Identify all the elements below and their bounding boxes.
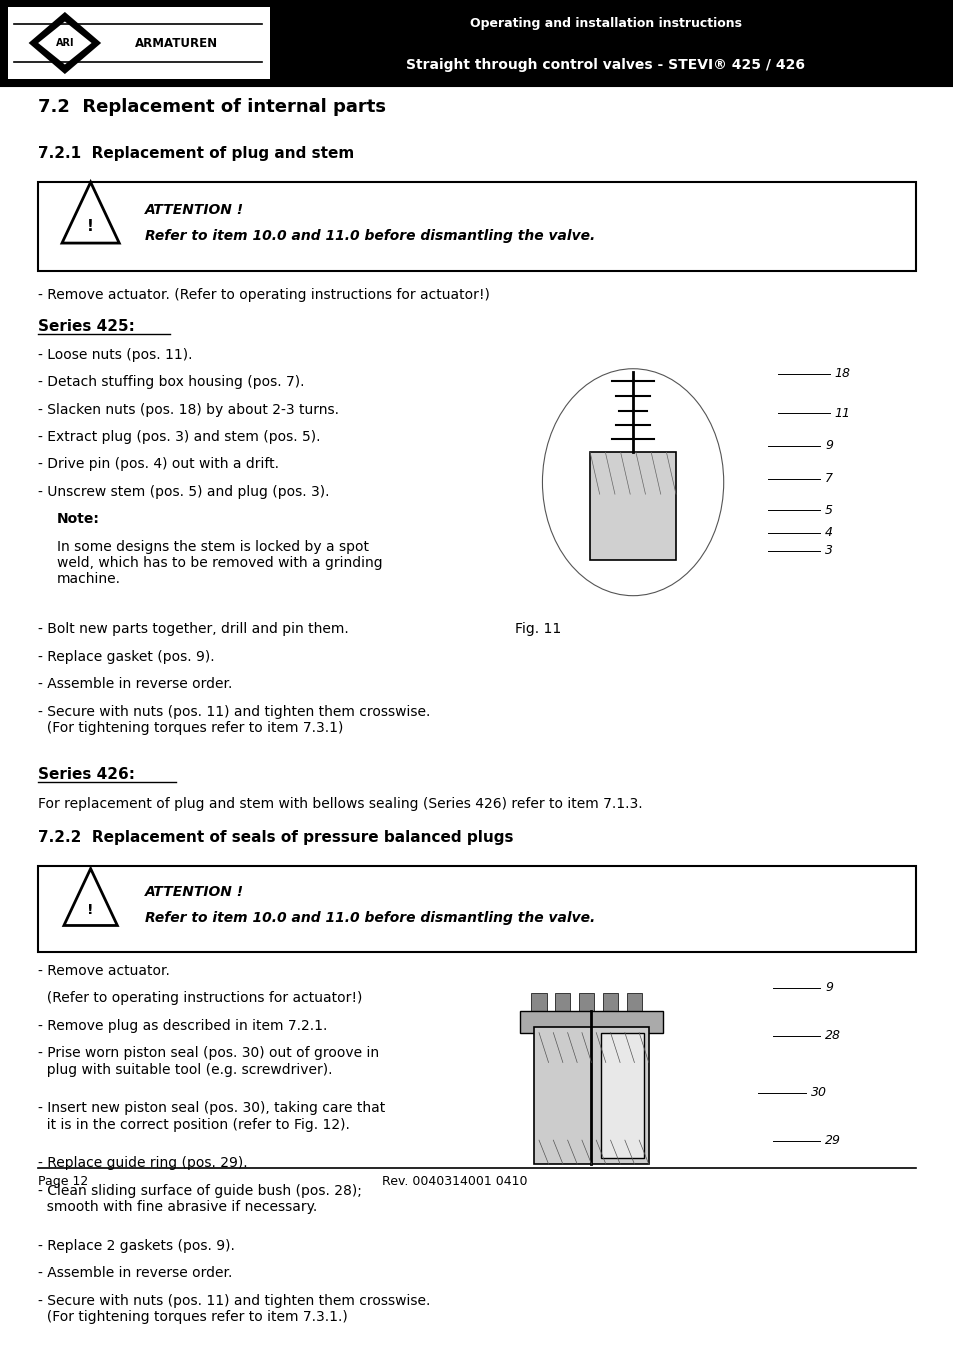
- Text: - Replace gasket (pos. 9).: - Replace gasket (pos. 9).: [38, 650, 214, 663]
- Text: - Replace 2 gaskets (pos. 9).: - Replace 2 gaskets (pos. 9).: [38, 1239, 234, 1252]
- Polygon shape: [29, 12, 101, 74]
- Text: Series 426:: Series 426:: [38, 767, 135, 782]
- FancyBboxPatch shape: [38, 181, 915, 272]
- Text: 7: 7: [824, 473, 832, 485]
- Text: ARMATUREN: ARMATUREN: [134, 36, 218, 50]
- Text: Operating and installation instructions: Operating and installation instructions: [469, 16, 741, 30]
- Text: Note:: Note:: [57, 512, 100, 527]
- Text: - Unscrew stem (pos. 5) and plug (pos. 3).: - Unscrew stem (pos. 5) and plug (pos. 3…: [38, 485, 330, 499]
- FancyBboxPatch shape: [8, 7, 270, 78]
- Text: - Remove actuator. (Refer to operating instructions for actuator!): - Remove actuator. (Refer to operating i…: [38, 288, 490, 301]
- FancyBboxPatch shape: [600, 1032, 643, 1158]
- FancyBboxPatch shape: [519, 1011, 662, 1032]
- FancyBboxPatch shape: [602, 993, 618, 1015]
- Text: !: !: [88, 904, 93, 917]
- Text: (Refer to operating instructions for actuator!): (Refer to operating instructions for act…: [38, 992, 362, 1005]
- Text: 18: 18: [834, 367, 850, 381]
- Text: Refer to item 10.0 and 11.0 before dismantling the valve.: Refer to item 10.0 and 11.0 before disma…: [145, 230, 595, 243]
- Text: 7.2.2  Replacement of seals of pressure balanced plugs: 7.2.2 Replacement of seals of pressure b…: [38, 830, 513, 846]
- FancyBboxPatch shape: [534, 1027, 648, 1165]
- Text: 7.2.1  Replacement of plug and stem: 7.2.1 Replacement of plug and stem: [38, 146, 354, 161]
- FancyBboxPatch shape: [578, 993, 594, 1015]
- Text: ATTENTION !: ATTENTION !: [145, 203, 244, 218]
- Text: - Secure with nuts (pos. 11) and tighten them crosswise.
  (For tightening torqu: - Secure with nuts (pos. 11) and tighten…: [38, 1294, 430, 1324]
- Text: 4: 4: [824, 527, 832, 539]
- FancyBboxPatch shape: [0, 0, 953, 86]
- Text: - Assemble in reverse order.: - Assemble in reverse order.: [38, 1266, 233, 1281]
- Text: 11: 11: [834, 407, 850, 420]
- Text: - Extract plug (pos. 3) and stem (pos. 5).: - Extract plug (pos. 3) and stem (pos. 5…: [38, 430, 320, 444]
- Text: - Secure with nuts (pos. 11) and tighten them crosswise.
  (For tightening torqu: - Secure with nuts (pos. 11) and tighten…: [38, 705, 430, 735]
- Text: - Drive pin (pos. 4) out with a drift.: - Drive pin (pos. 4) out with a drift.: [38, 458, 279, 471]
- Text: - Detach stuffing box housing (pos. 7).: - Detach stuffing box housing (pos. 7).: [38, 376, 304, 389]
- Text: 7.2  Replacement of internal parts: 7.2 Replacement of internal parts: [38, 99, 386, 116]
- Text: !: !: [87, 219, 94, 234]
- FancyBboxPatch shape: [555, 993, 570, 1015]
- Text: ATTENTION !: ATTENTION !: [145, 885, 244, 900]
- Text: - Insert new piston seal (pos. 30), taking care that
  it is in the correct posi: - Insert new piston seal (pos. 30), taki…: [38, 1101, 385, 1132]
- FancyBboxPatch shape: [626, 993, 641, 1015]
- Polygon shape: [38, 22, 91, 65]
- Text: For replacement of plug and stem with bellows sealing (Series 426) refer to item: For replacement of plug and stem with be…: [38, 797, 642, 811]
- Text: 9: 9: [824, 439, 832, 453]
- Text: Refer to item 10.0 and 11.0 before dismantling the valve.: Refer to item 10.0 and 11.0 before disma…: [145, 912, 595, 925]
- Text: Straight through control valves - STEVI® 425 / 426: Straight through control valves - STEVI®…: [406, 58, 804, 73]
- Text: ARI: ARI: [55, 38, 74, 49]
- Text: Series 425:: Series 425:: [38, 319, 135, 334]
- FancyBboxPatch shape: [590, 453, 676, 559]
- Text: - Loose nuts (pos. 11).: - Loose nuts (pos. 11).: [38, 347, 193, 362]
- Text: - Replace guide ring (pos. 29).: - Replace guide ring (pos. 29).: [38, 1156, 248, 1170]
- Text: - Remove actuator.: - Remove actuator.: [38, 965, 170, 978]
- Text: 28: 28: [824, 1029, 841, 1042]
- FancyBboxPatch shape: [38, 866, 915, 952]
- Text: 30: 30: [810, 1086, 826, 1100]
- Text: - Assemble in reverse order.: - Assemble in reverse order.: [38, 677, 233, 692]
- Text: - Bolt new parts together, drill and pin them.: - Bolt new parts together, drill and pin…: [38, 623, 349, 636]
- Text: Fig. 11: Fig. 11: [515, 623, 560, 636]
- Text: 3: 3: [824, 544, 832, 557]
- Text: In some designs the stem is locked by a spot
weld, which has to be removed with : In some designs the stem is locked by a …: [57, 540, 382, 586]
- Text: Page 12: Page 12: [38, 1175, 89, 1189]
- Text: Rev. 0040314001 0410: Rev. 0040314001 0410: [381, 1175, 527, 1189]
- FancyBboxPatch shape: [531, 993, 546, 1015]
- Text: 9: 9: [824, 981, 832, 994]
- Text: - Prise worn piston seal (pos. 30) out of groove in
  plug with suitable tool (e: - Prise worn piston seal (pos. 30) out o…: [38, 1047, 379, 1077]
- Text: - Slacken nuts (pos. 18) by about 2-3 turns.: - Slacken nuts (pos. 18) by about 2-3 tu…: [38, 403, 339, 416]
- Text: - Clean sliding surface of guide bush (pos. 28);
  smooth with fine abrasive if : - Clean sliding surface of guide bush (p…: [38, 1183, 361, 1215]
- Text: - Remove plug as described in item 7.2.1.: - Remove plug as described in item 7.2.1…: [38, 1019, 327, 1034]
- Text: 29: 29: [824, 1135, 841, 1147]
- Text: 5: 5: [824, 504, 832, 516]
